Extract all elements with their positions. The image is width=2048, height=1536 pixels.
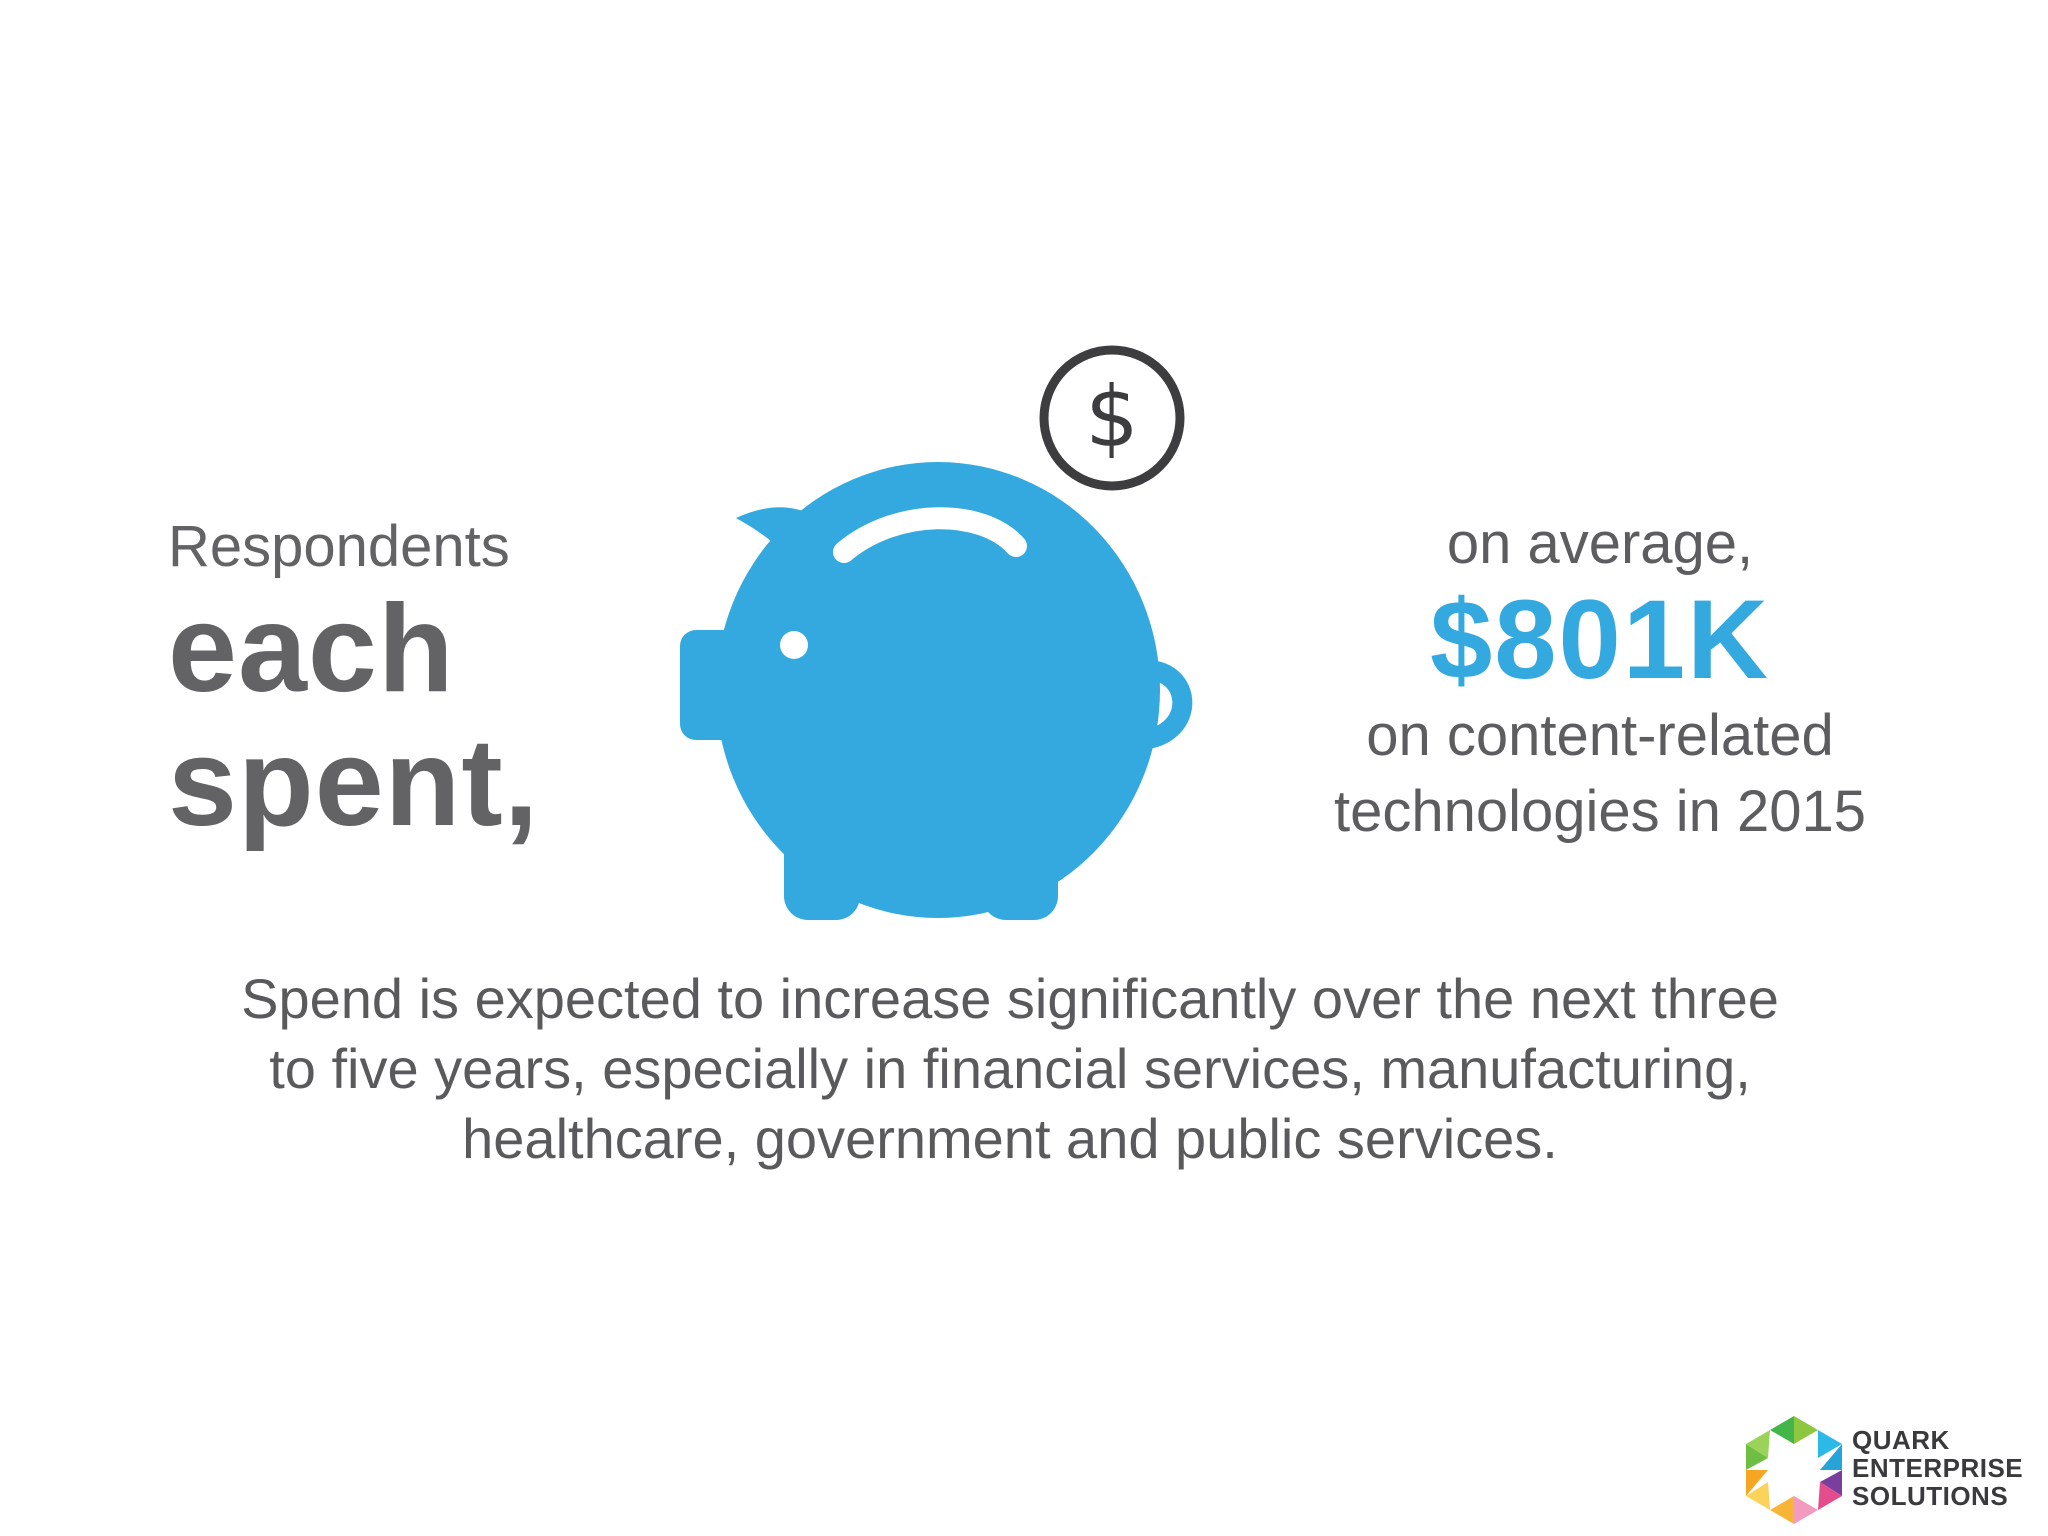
content-related-label: on content-related [1366, 703, 1834, 768]
on-average-label: on average, [1446, 511, 1754, 576]
quark-logo: QUARK ENTERPRISE SOLUTIONS [1740, 1416, 2040, 1526]
logo-line-3: SOLUTIONS [1852, 1481, 2009, 1511]
forecast-paragraph: Spend is expected to increase significan… [120, 964, 1900, 1174]
forecast-line-1: Spend is expected to increase significan… [241, 967, 1779, 1030]
technologies-label: technologies in 2015 [1333, 779, 1867, 844]
left-statement: Respondents each spent, [168, 512, 539, 850]
each-word: each [168, 580, 455, 718]
logo-line-1: QUARK [1852, 1425, 1950, 1455]
svg-text:$: $ [1085, 368, 1138, 466]
right-statement: on average, $801K on content-related tec… [1300, 506, 1900, 850]
piggy-bank-graphic: $ [680, 345, 1193, 920]
forecast-line-2: to five years, especially in financial s… [269, 1037, 1751, 1100]
dollar-coin-icon: $ [1039, 345, 1185, 491]
quark-logo-text: QUARK ENTERPRISE SOLUTIONS [1852, 1426, 2023, 1510]
forecast-line-3: healthcare, government and public servic… [462, 1107, 1558, 1170]
logo-line-2: ENTERPRISE [1852, 1453, 2024, 1483]
quark-logo-mark [1746, 1416, 1842, 1524]
respondents-label: Respondents [168, 514, 510, 579]
spent-word: spent, [168, 714, 540, 852]
amount-value: $801K [1429, 577, 1771, 702]
piggy-bank-icon [680, 462, 1193, 920]
